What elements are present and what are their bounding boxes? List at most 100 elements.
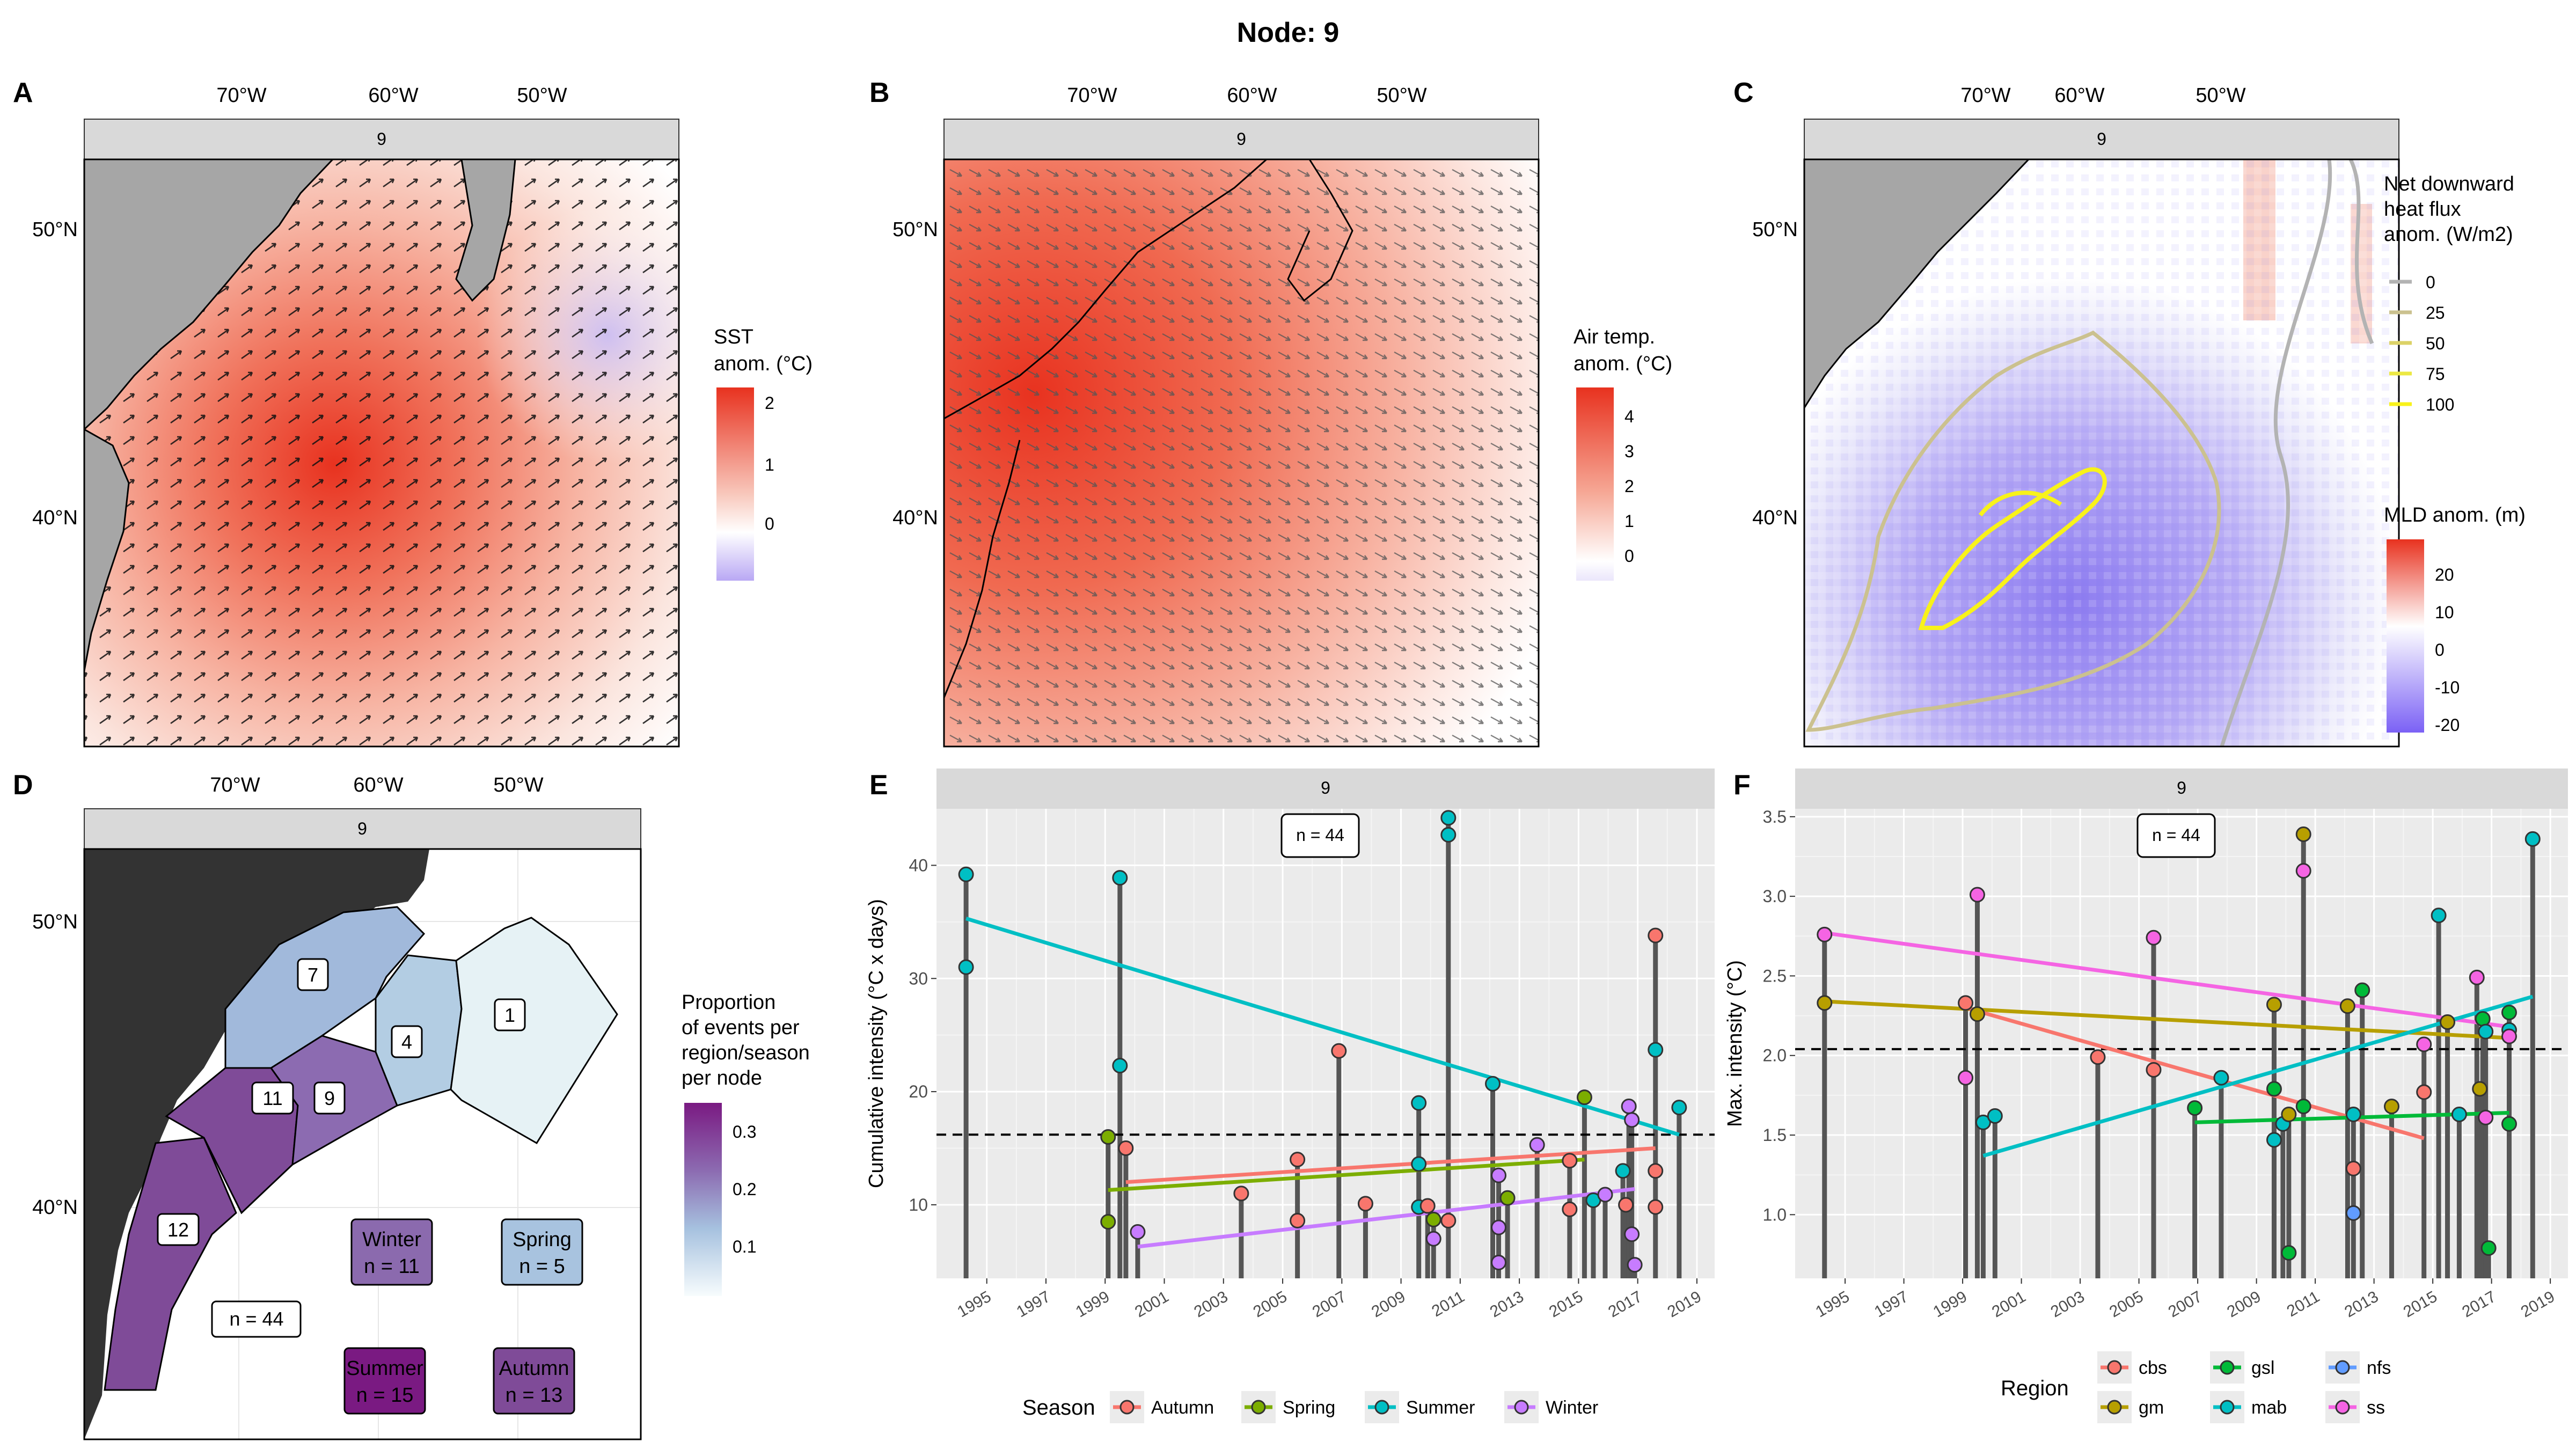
panel-d-lon-60w: 60°W [353, 774, 403, 796]
panel-e-y-tick-20: 20 [909, 1082, 928, 1101]
panel-e-x-tick-2007: 2007 [1309, 1287, 1349, 1321]
panel-e-y-tick-10: 10 [909, 1195, 928, 1214]
panel-e-point-summer [1671, 1100, 1687, 1116]
panel-e-point-autumn [1233, 1185, 1249, 1202]
panel-f-point-ss [2146, 930, 2162, 946]
panel-e-point-autumn [1290, 1152, 1306, 1168]
panel-b-strip-label: 9 [1236, 129, 1246, 149]
panel-e-point-autumn [1562, 1153, 1578, 1169]
chart-f: 9 1995 1997 1999 2001 2003 2005 2007 2009 2011 201… [1724, 769, 2568, 1321]
panel-e-point-winter [1621, 1099, 1637, 1115]
panel-e-point-autumn [1331, 1043, 1347, 1059]
panel-d-lat-40n: 40°N [32, 1196, 78, 1219]
legend-region: Region cbs gsl nfs gm mab ss [2001, 1351, 2391, 1423]
panel-c-mld-tick-m10: -10 [2435, 678, 2460, 697]
panel-b-strip [943, 119, 1539, 160]
panel-e-point-autumn [1357, 1196, 1373, 1212]
panel-f-point-gsl [2501, 1116, 2517, 1132]
panel-b-tick-3: 3 [1624, 442, 1634, 461]
legend-season-label-spring: Spring [1283, 1397, 1335, 1418]
panel-c-mld-tick-m20: -20 [2435, 715, 2460, 735]
panel-e-point-winter [1529, 1137, 1545, 1153]
panel-d: D 9 70°W 60°W 50°W 50°N 40°N [13, 770, 810, 1440]
panel-e-x-tick-2001: 2001 [1132, 1287, 1172, 1321]
panel-e-x-tick-2011: 2011 [1429, 1287, 1467, 1320]
panel-f-trend-ss [1824, 931, 2509, 1029]
panel-f-point-nfs [2345, 1205, 2361, 1221]
legend-season-label-winter: Winter [1546, 1397, 1598, 1418]
panel-b-tag: B [869, 77, 890, 108]
season-box-winter-name: Winter [362, 1228, 421, 1251]
panel-f-y-tick-2.0: 2.0 [1763, 1046, 1787, 1065]
panel-f-x-tick-1997: 1997 [1871, 1287, 1911, 1321]
panel-e-trend-winter [1137, 1187, 1635, 1249]
panel-d-tick-01: 0.1 [733, 1237, 756, 1256]
panel-c-flux-100 [1918, 467, 2107, 630]
legend-region-label-gsl: gsl [2251, 1358, 2274, 1378]
panel-e-point-summer [1648, 1042, 1664, 1058]
panel-d-legend-title-4: per node [682, 1067, 762, 1089]
season-box-summer [343, 1347, 426, 1415]
panel-b: B 9 70°W 60°W 50°W 50°N 40°N Air temp. a… [869, 77, 1672, 748]
panel-e-x-tick-2015: 2015 [1546, 1287, 1586, 1321]
panel-f-strip [1795, 769, 2568, 809]
season-box-spring-name: Spring [513, 1228, 572, 1251]
panel-d-lat-50n: 50°N [32, 911, 78, 933]
panel-f-point-gsl [2187, 1100, 2203, 1116]
panel-e-plot-bg [936, 809, 1715, 1278]
panel-f-x-tick-2011: 2011 [2284, 1287, 2323, 1320]
panel-f-point-gm [2440, 1014, 2456, 1030]
panel-d-map [84, 849, 641, 1439]
flux-legend-label-0: 0 [2426, 273, 2435, 292]
panel-c-flux-25 [1805, 330, 2221, 732]
panel-a-lon-60w: 60°W [368, 84, 418, 107]
panel-f-point-mab [2478, 1023, 2494, 1040]
legend-region-title: Region [2001, 1377, 2069, 1400]
panel-f-point-gsl [2266, 1081, 2282, 1097]
panel-f-point-gm [2472, 1081, 2488, 1097]
panel-f-point-gsl [2480, 1240, 2497, 1256]
panel-b-land-outline [944, 159, 1353, 698]
panel-e-point-autumn [1118, 1140, 1134, 1157]
season-box-autumn [493, 1347, 575, 1415]
panel-b-legend-title-2: anom. (°C) [1574, 353, 1672, 375]
panel-e-n-annotation: n = 44 [1296, 825, 1344, 845]
panel-e-point-summer [1411, 1095, 1427, 1111]
legend-region-label-gm: gm [2139, 1397, 2164, 1418]
panel-e-x-tick-2019: 2019 [1665, 1287, 1704, 1321]
panel-f-x-tick-2019: 2019 [2518, 1287, 2558, 1321]
panel-f-point-gm [2339, 998, 2355, 1014]
panel-e-point-autumn [1419, 1198, 1436, 1214]
panel-c-flux-title-1: Net downward [2384, 173, 2514, 195]
panel-c-lon-labels: 70°W 60°W 50°W [1960, 84, 2245, 107]
panel-d-strip [84, 808, 641, 850]
panel-e-point-autumn [1648, 1199, 1664, 1215]
region-label-9: 9 [324, 1087, 335, 1109]
panel-c-mld-tick-20: 20 [2435, 565, 2454, 584]
panel-d-lat-labels: 50°N 40°N [32, 911, 78, 1219]
panel-a-lat-40n: 40°N [32, 507, 78, 529]
panel-f-point-ss [2469, 969, 2485, 985]
panel-e-x-tick-2005: 2005 [1250, 1287, 1290, 1321]
panel-d-land [84, 849, 429, 1439]
panel-e-point-autumn [1562, 1201, 1578, 1217]
panel-b-lat-50n: 50°N [892, 218, 938, 241]
panel-e-point-autumn [1648, 927, 1664, 943]
panel-a-tick-2: 2 [765, 393, 774, 413]
panel-e-point-winter [1597, 1187, 1613, 1203]
panel-e-point-winter [1491, 1254, 1507, 1270]
panel-f-point-ss [2478, 1109, 2494, 1125]
panel-e-point-summer [1485, 1075, 1501, 1092]
panel-a-tick-1: 1 [765, 455, 774, 474]
panel-f-tag: F [1733, 770, 1751, 801]
panel-e-point-spring [1425, 1211, 1441, 1227]
panel-e-trend-summer [965, 917, 1680, 1137]
flux-legend-label-75: 75 [2426, 364, 2445, 384]
panel-b-lat-40n: 40°N [892, 507, 938, 529]
panel-c-mld-title: MLD anom. (m) [2384, 504, 2526, 526]
panel-b-lat-labels: 50°N 40°N [892, 218, 938, 529]
panel-d-lon-70w: 70°W [210, 774, 260, 796]
season-box-summer-n: n = 15 [356, 1384, 414, 1407]
panel-a-lat-50n: 50°N [32, 218, 78, 241]
panel-c-flux-legend: Net downward heat flux anom. (W/m2) 0 25 5… [2384, 173, 2514, 414]
